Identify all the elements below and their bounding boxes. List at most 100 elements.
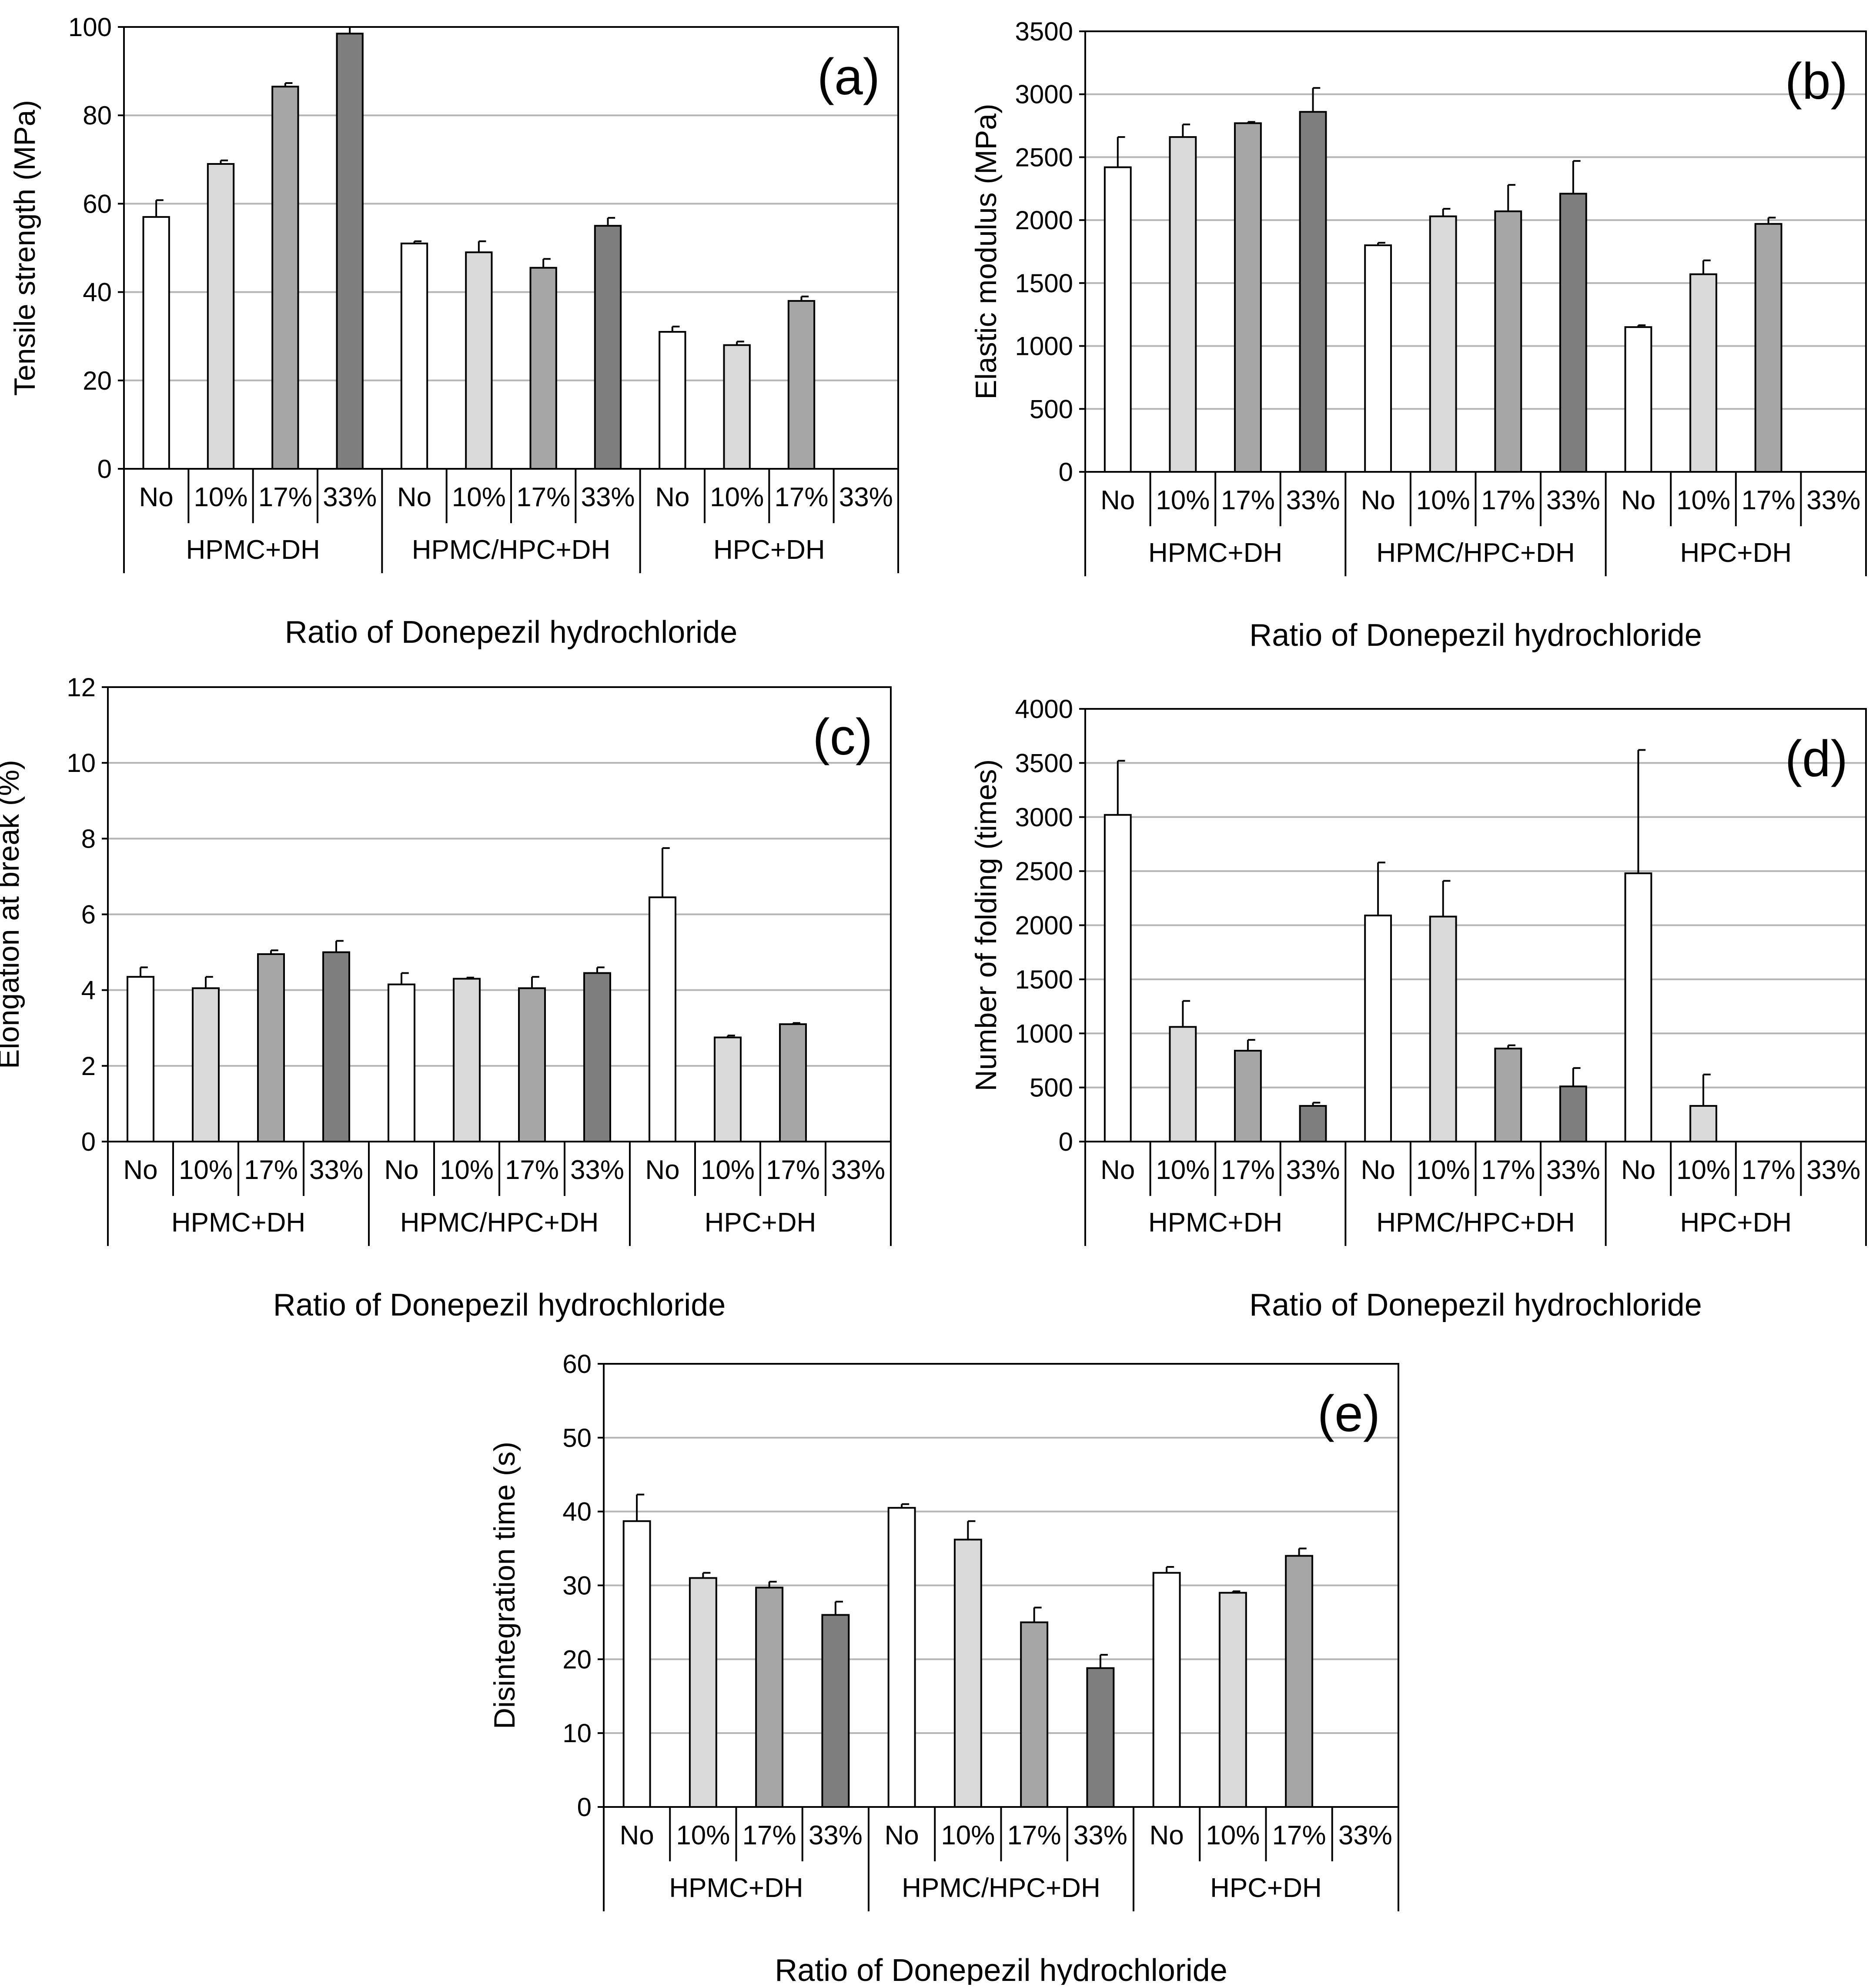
- panel-label: (b): [1785, 53, 1848, 110]
- y-tick-label: 0: [577, 1793, 592, 1822]
- y-tick-label: 12: [67, 673, 96, 702]
- y-axis-label: Elongation at break (%): [0, 760, 25, 1069]
- bar-hpmc-hpc-dh-no: [388, 983, 415, 1143]
- bar-hpmc-dh-33pct: [821, 1614, 850, 1808]
- y-axis-label: Elastic modulus (MPa): [970, 104, 1003, 399]
- category-label: No: [397, 482, 431, 512]
- category-label: 33%: [570, 1155, 624, 1185]
- x-axis-label: Ratio of Donepezil hydrochloride: [285, 615, 738, 650]
- bar-hpmc-dh-no: [1104, 814, 1132, 1142]
- bar-hpmc-hpc-dh-no: [1364, 244, 1392, 473]
- category-label: 33%: [309, 1155, 363, 1185]
- category-label: 17%: [766, 1155, 820, 1185]
- category-label: 33%: [1073, 1820, 1127, 1850]
- y-tick-label: 10: [67, 748, 96, 778]
- bar-hpmc-dh-10pct: [1169, 1026, 1197, 1142]
- bar-hpmc-dh-10pct: [192, 987, 220, 1142]
- bar-hpmc-hpc-dh-33pct: [1559, 193, 1587, 473]
- bar-hpmc-hpc-dh-17pct: [518, 987, 546, 1142]
- panel-label: (a): [817, 48, 880, 106]
- chart-panel-b: 0 500 1000 1500 2000 2500 3000 3500 Elastic modu…: [970, 17, 1867, 653]
- chart-panel-d: 0 500 1000 1500 2000 2500 3000 3500 4000 Number o…: [970, 695, 1867, 1322]
- category-label: 10%: [1416, 1155, 1470, 1185]
- category-label: 33%: [1806, 485, 1860, 515]
- category-label: 17%: [1007, 1820, 1061, 1850]
- category-label: No: [1149, 1820, 1184, 1850]
- y-tick-label: 4000: [1015, 695, 1073, 724]
- y-tick-label: 6: [81, 900, 96, 929]
- bar-hpmc-dh-10pct: [1169, 136, 1197, 473]
- y-tick-label: 2: [81, 1052, 96, 1081]
- bar-hpmc-hpc-dh-10pct: [465, 251, 493, 470]
- group-label: HPC+DH: [1210, 1873, 1322, 1903]
- group-label: HPC+DH: [1680, 1208, 1792, 1238]
- bar-hpmc-dh-17pct: [1234, 122, 1262, 473]
- group-label: HPMC+DH: [1148, 1208, 1282, 1238]
- group-label: HPMC+DH: [1148, 538, 1282, 568]
- category-label: 17%: [742, 1820, 796, 1850]
- category-label: 10%: [710, 482, 764, 512]
- category-label: 33%: [1286, 1155, 1340, 1185]
- bar-hpmc-dh-no: [127, 976, 154, 1142]
- panel-label: (e): [1318, 1385, 1380, 1443]
- x-axis-label: Ratio of Donepezil hydrochloride: [1249, 618, 1702, 653]
- group-label: HPMC/HPC+DH: [1376, 1208, 1575, 1238]
- group-label: HPC+DH: [705, 1208, 816, 1238]
- category-label: 33%: [839, 482, 893, 512]
- group-label: HPMC/HPC+DH: [902, 1873, 1100, 1903]
- y-tick-label: 3000: [1015, 803, 1073, 832]
- y-tick-label: 3500: [1015, 17, 1073, 46]
- bar-hpmc-dh-10pct: [207, 163, 235, 470]
- y-axis-label: Number of folding (times): [970, 759, 1003, 1091]
- x-axis-label: Ratio of Donepezil hydrochloride: [775, 1953, 1227, 1985]
- y-tick-label: 2500: [1015, 857, 1073, 886]
- category-label: 10%: [941, 1820, 995, 1850]
- bar-hpmc-dh-no: [1104, 166, 1132, 473]
- x-axis-label: Ratio of Donepezil hydrochloride: [273, 1288, 726, 1322]
- y-tick-label: 60: [562, 1349, 592, 1379]
- bar-hpmc-hpc-dh-10pct: [1429, 915, 1457, 1143]
- y-axis-label: Tensile strength (MPa): [8, 100, 41, 396]
- y-tick-label: 2500: [1015, 143, 1073, 172]
- category-label: 10%: [452, 482, 506, 512]
- group-label: HPMC/HPC+DH: [1376, 538, 1575, 568]
- y-tick-label: 0: [81, 1127, 96, 1156]
- category-label: No: [645, 1155, 679, 1185]
- y-tick-label: 60: [83, 189, 112, 218]
- bar-hpc-dh-17pct: [779, 1023, 807, 1143]
- y-tick-label: 10: [562, 1719, 592, 1748]
- category-label: 10%: [676, 1820, 730, 1850]
- y-tick-label: 20: [562, 1645, 592, 1674]
- bar-hpc-dh-10pct: [714, 1036, 742, 1142]
- bar-hpmc-dh-no: [622, 1520, 651, 1808]
- bar-hpmc-hpc-dh-17pct: [1494, 1048, 1522, 1142]
- y-tick-label: 2000: [1015, 206, 1073, 235]
- category-label: 17%: [244, 1155, 298, 1185]
- group-label: HPMC+DH: [171, 1208, 305, 1238]
- y-axis-label: Disintegration time (s): [488, 1442, 521, 1729]
- y-tick-label: 1500: [1015, 965, 1073, 994]
- bar-hpc-dh-no: [1624, 326, 1652, 473]
- y-tick-label: 0: [97, 454, 112, 484]
- category-label: 17%: [505, 1155, 559, 1185]
- category-label: 10%: [1416, 485, 1470, 515]
- group-label: HPC+DH: [1680, 538, 1792, 568]
- bar-hpmc-hpc-dh-17pct: [529, 267, 557, 470]
- category-label: 17%: [258, 482, 312, 512]
- category-label: 17%: [774, 482, 828, 512]
- bar-hpc-dh-10pct: [723, 344, 751, 470]
- y-tick-label: 20: [83, 366, 112, 395]
- bar-hpmc-hpc-dh-10pct: [453, 978, 481, 1143]
- bar-hpmc-dh-no: [142, 216, 170, 470]
- y-tick-label: 8: [81, 824, 96, 853]
- category-label: No: [1621, 1155, 1655, 1185]
- bar-hpmc-hpc-dh-no: [400, 242, 428, 470]
- category-label: No: [1100, 1155, 1135, 1185]
- group-label: HPMC+DH: [669, 1873, 803, 1903]
- group-label: HPMC/HPC+DH: [400, 1208, 599, 1238]
- bar-hpc-dh-17pct: [1754, 223, 1782, 473]
- category-label: 17%: [1481, 485, 1535, 515]
- y-tick-label: 500: [1030, 394, 1073, 424]
- y-tick-label: 2000: [1015, 911, 1073, 940]
